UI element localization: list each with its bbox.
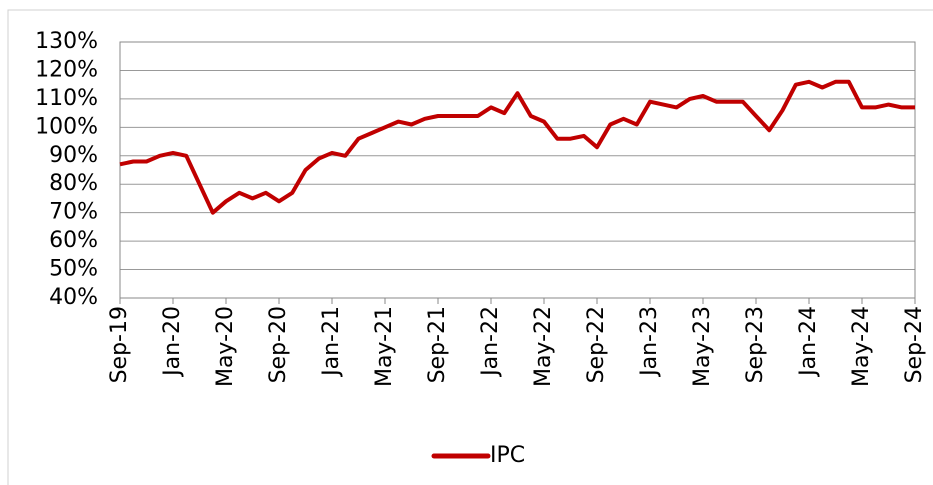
y-tick-label: 40% [49, 285, 98, 310]
x-tick-label: Sep-22 [584, 306, 609, 383]
x-tick-label: Jan-24 [796, 306, 821, 378]
y-tick-label: 70% [49, 200, 98, 225]
x-tick-label: Sep-23 [743, 306, 768, 383]
y-tick-label: 100% [35, 114, 98, 139]
x-tick-label: May-20 [213, 306, 238, 387]
x-tick-label: Sep-21 [425, 306, 450, 383]
x-tick-label: May-21 [372, 306, 397, 387]
y-tick-label: 50% [49, 257, 98, 282]
x-tick-label: Jan-23 [637, 306, 662, 378]
y-tick-label: 120% [35, 57, 98, 82]
chart-frame [7, 9, 933, 485]
x-tick-label: May-24 [849, 306, 874, 387]
y-tick-label: 90% [49, 143, 98, 168]
legend-label: IPC [490, 443, 525, 468]
x-tick-label: Jan-22 [478, 306, 503, 378]
x-tick-label: Sep-24 [902, 306, 927, 383]
y-tick-label: 60% [49, 228, 98, 253]
x-tick-label: May-22 [531, 306, 556, 387]
plot-border [119, 41, 916, 299]
y-tick-label: 80% [49, 171, 98, 196]
series-line [119, 79, 915, 215]
x-tick-label: Sep-19 [107, 306, 132, 383]
y-tick-label: 130% [35, 29, 98, 54]
x-tick-label: May-23 [690, 306, 715, 387]
y-tick-label: 110% [35, 86, 98, 111]
x-tick-label: Sep-20 [266, 306, 291, 383]
x-tick-label: Jan-21 [319, 306, 344, 378]
x-tick-label: Jan-20 [160, 306, 185, 378]
